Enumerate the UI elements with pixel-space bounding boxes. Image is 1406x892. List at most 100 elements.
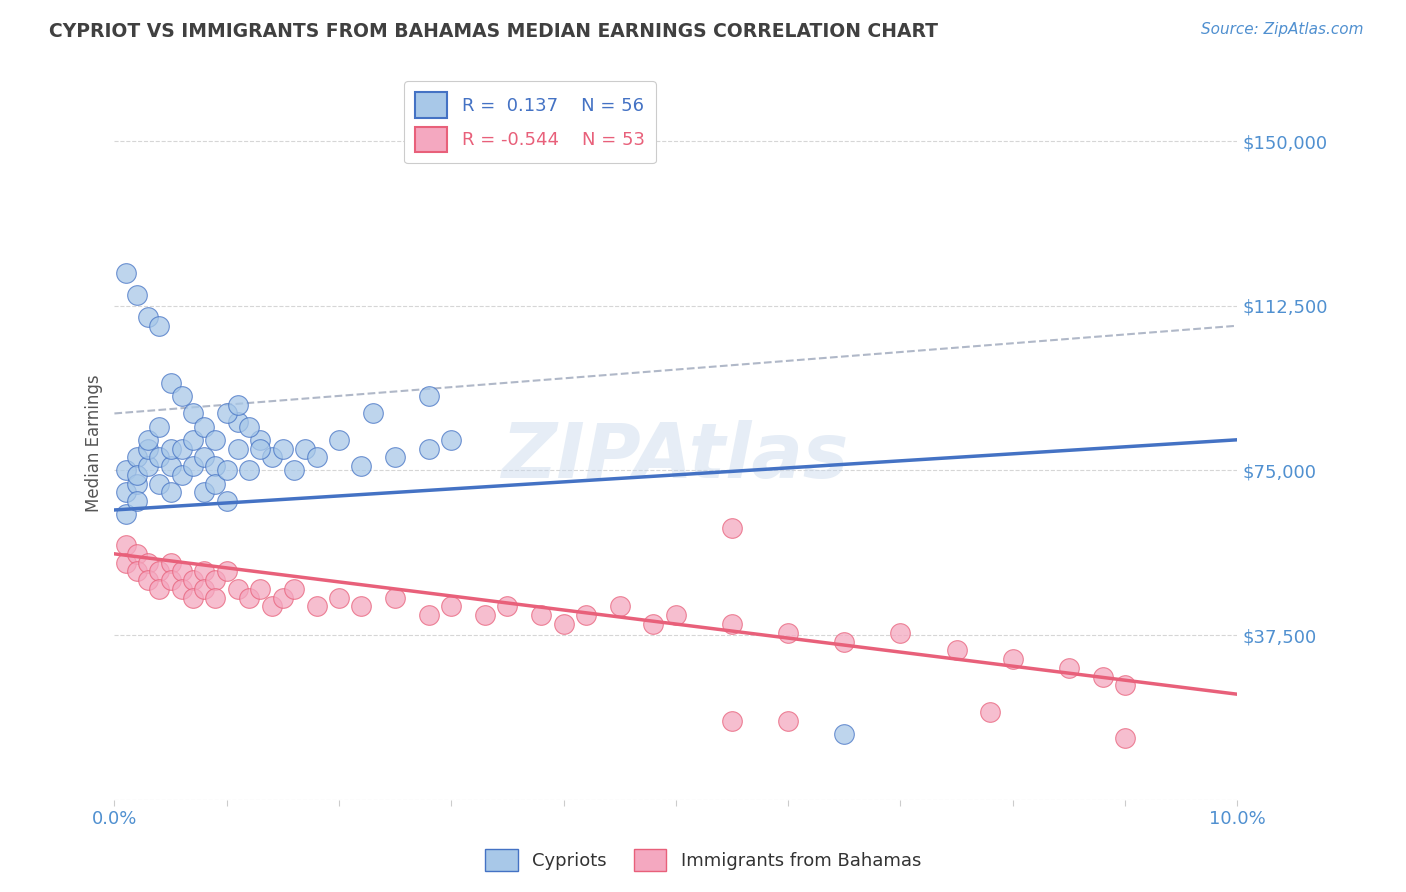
Point <box>170 467 193 482</box>
Point <box>170 442 193 456</box>
Point <box>249 582 271 596</box>
Point <box>148 582 170 596</box>
Point <box>181 591 204 605</box>
Point <box>609 599 631 614</box>
Point <box>305 599 328 614</box>
Point <box>328 591 350 605</box>
Point <box>271 591 294 605</box>
Point <box>181 407 204 421</box>
Point <box>553 617 575 632</box>
Point <box>148 419 170 434</box>
Point <box>294 442 316 456</box>
Point <box>159 485 181 500</box>
Legend: R =  0.137    N = 56, R = -0.544    N = 53: R = 0.137 N = 56, R = -0.544 N = 53 <box>404 81 655 163</box>
Point <box>226 582 249 596</box>
Point <box>226 442 249 456</box>
Point <box>778 625 800 640</box>
Point <box>643 617 665 632</box>
Point <box>170 389 193 403</box>
Legend: Cypriots, Immigrants from Bahamas: Cypriots, Immigrants from Bahamas <box>478 842 928 879</box>
Point <box>238 419 260 434</box>
Point <box>181 459 204 474</box>
Point <box>226 415 249 429</box>
Point <box>136 459 159 474</box>
Point <box>328 433 350 447</box>
Point <box>170 582 193 596</box>
Point <box>215 494 238 508</box>
Point <box>665 608 688 623</box>
Point <box>238 591 260 605</box>
Point <box>148 450 170 465</box>
Point <box>204 591 226 605</box>
Point <box>440 433 463 447</box>
Point <box>249 442 271 456</box>
Point <box>148 476 170 491</box>
Point <box>530 608 553 623</box>
Point <box>114 485 136 500</box>
Point <box>114 266 136 280</box>
Point <box>979 705 1001 719</box>
Point <box>215 565 238 579</box>
Point <box>1114 678 1136 692</box>
Point <box>834 634 856 648</box>
Point <box>125 565 148 579</box>
Point <box>193 419 215 434</box>
Point <box>114 508 136 522</box>
Point <box>1091 670 1114 684</box>
Point <box>350 459 373 474</box>
Point <box>125 467 148 482</box>
Point <box>575 608 598 623</box>
Point <box>474 608 496 623</box>
Point <box>159 459 181 474</box>
Point <box>283 582 305 596</box>
Point <box>384 591 406 605</box>
Text: CYPRIOT VS IMMIGRANTS FROM BAHAMAS MEDIAN EARNINGS CORRELATION CHART: CYPRIOT VS IMMIGRANTS FROM BAHAMAS MEDIA… <box>49 22 938 41</box>
Point <box>204 476 226 491</box>
Point <box>721 714 744 728</box>
Point <box>181 573 204 587</box>
Point <box>159 442 181 456</box>
Point <box>136 433 159 447</box>
Point <box>945 643 967 657</box>
Point <box>136 556 159 570</box>
Point <box>238 463 260 477</box>
Point <box>193 565 215 579</box>
Point <box>249 433 271 447</box>
Point <box>215 463 238 477</box>
Point <box>136 442 159 456</box>
Point <box>271 442 294 456</box>
Point <box>125 494 148 508</box>
Point <box>136 573 159 587</box>
Point <box>125 288 148 302</box>
Point <box>114 463 136 477</box>
Point <box>226 398 249 412</box>
Y-axis label: Median Earnings: Median Earnings <box>86 375 103 512</box>
Point <box>193 582 215 596</box>
Point <box>1114 731 1136 745</box>
Point <box>114 556 136 570</box>
Point <box>350 599 373 614</box>
Point <box>1001 652 1024 666</box>
Point <box>260 450 283 465</box>
Point <box>496 599 519 614</box>
Point <box>159 573 181 587</box>
Point <box>260 599 283 614</box>
Point <box>148 318 170 333</box>
Point <box>418 608 440 623</box>
Point <box>125 547 148 561</box>
Point <box>193 485 215 500</box>
Point <box>204 433 226 447</box>
Point <box>361 407 384 421</box>
Point <box>1057 661 1080 675</box>
Point <box>721 520 744 534</box>
Text: ZIPAtlas: ZIPAtlas <box>502 420 849 494</box>
Point <box>181 433 204 447</box>
Point <box>148 565 170 579</box>
Point <box>834 727 856 741</box>
Point <box>159 556 181 570</box>
Point <box>440 599 463 614</box>
Point <box>125 476 148 491</box>
Point <box>193 450 215 465</box>
Point <box>305 450 328 465</box>
Point <box>204 573 226 587</box>
